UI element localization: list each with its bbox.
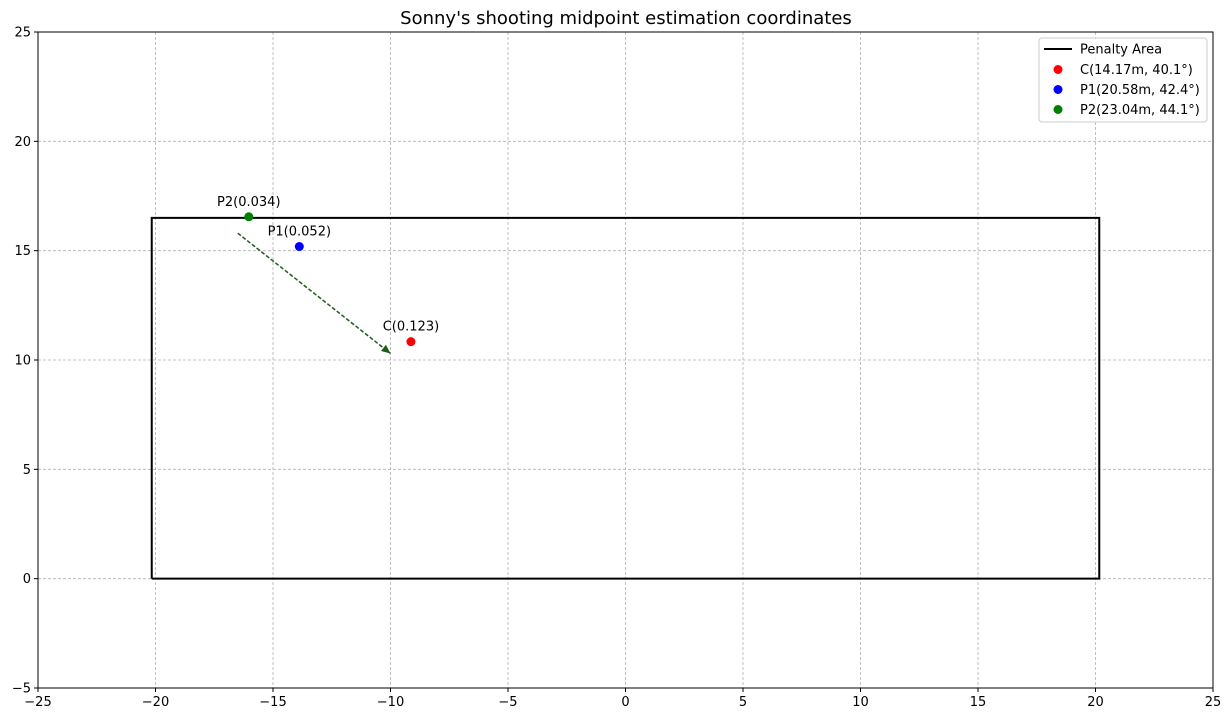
y-tick-label: 25	[14, 26, 31, 41]
x-tick-label: −25	[24, 695, 51, 710]
legend-label-c: C(14.17m, 40.1°)	[1080, 63, 1193, 78]
legend-swatch-c	[1053, 65, 1063, 74]
x-tick-label: 25	[1205, 695, 1222, 710]
point-p1	[294, 242, 304, 252]
legend-swatch-p1	[1053, 85, 1063, 94]
x-tick-label: 10	[852, 695, 869, 710]
x-tick-label: 20	[1087, 695, 1104, 710]
legend-label-p1: P1(20.58m, 42.4°)	[1080, 83, 1200, 98]
y-tick-label: 15	[14, 244, 31, 259]
y-tick-label: 0	[23, 572, 31, 587]
point-label-c: C(0.123)	[383, 320, 439, 335]
legend-box	[1038, 37, 1208, 123]
y-tick-label: 20	[14, 135, 31, 150]
ticks: −25 −20 −15 −10 −5 0 5 10 15 20 25 −5 0 5 10 15 20 25	[12, 26, 1221, 711]
direction-arrow-head	[380, 344, 391, 354]
legend-penalty-label: Penalty Area	[1080, 43, 1162, 58]
legend-swatch-p2	[1053, 105, 1063, 114]
direction-arrow-line	[237, 232, 391, 355]
chart-title: Sonny's shooting midpoint estimation coo…	[400, 8, 852, 29]
x-tick-label: 0	[621, 695, 629, 710]
x-tick-label: −15	[259, 695, 286, 710]
penalty-area-line	[150, 216, 1101, 580]
x-tick-label: 15	[970, 695, 987, 710]
legend: Penalty Area C(14.17m, 40.1°) P1(20.58m, 4…	[1038, 37, 1208, 123]
penalty-area-group	[150, 216, 1101, 580]
point-label-p1: P1(0.052)	[268, 225, 331, 240]
x-tick-label: −5	[498, 695, 517, 710]
direction-arrow-group	[237, 232, 391, 355]
point-c	[406, 337, 416, 347]
x-tick-label: −20	[142, 695, 169, 710]
y-tick-label: −5	[12, 682, 31, 697]
y-tick-label: 5	[23, 463, 31, 478]
legend-label-p2: P2(23.04m, 44.1°)	[1080, 103, 1200, 118]
x-tick-label: −10	[377, 695, 404, 710]
x-tick-label: 5	[739, 695, 747, 710]
points-group: C(0.123) P1(0.052) P2(0.034)	[217, 195, 439, 347]
y-tick-label: 10	[14, 354, 31, 369]
point-label-p2: P2(0.034)	[217, 195, 280, 210]
point-p2	[244, 212, 254, 222]
